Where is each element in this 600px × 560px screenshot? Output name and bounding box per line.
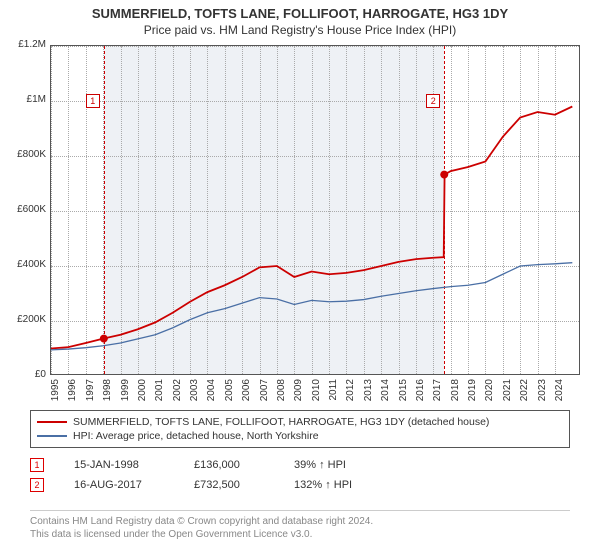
- plot-area: 12: [50, 45, 580, 375]
- legend-item: SUMMERFIELD, TOFTS LANE, FOLLIFOOT, HARR…: [37, 415, 563, 429]
- chart-title: SUMMERFIELD, TOFTS LANE, FOLLIFOOT, HARR…: [0, 0, 600, 21]
- footer-line: This data is licensed under the Open Gov…: [30, 528, 570, 541]
- tx-pct: 39% ↑ HPI: [294, 459, 414, 471]
- tx-pct: 132% ↑ HPI: [294, 479, 414, 491]
- tx-date: 15-JAN-1998: [74, 459, 194, 471]
- footer-line: Contains HM Land Registry data © Crown c…: [30, 515, 570, 528]
- chart-subtitle: Price paid vs. HM Land Registry's House …: [0, 21, 600, 41]
- tx-date: 16-AUG-2017: [74, 479, 194, 491]
- tx-price: £732,500: [194, 479, 294, 491]
- table-row: 1 15-JAN-1998 £136,000 39% ↑ HPI: [30, 455, 570, 475]
- legend: SUMMERFIELD, TOFTS LANE, FOLLIFOOT, HARR…: [30, 410, 570, 448]
- legend-label: SUMMERFIELD, TOFTS LANE, FOLLIFOOT, HARR…: [73, 416, 489, 428]
- footer: Contains HM Land Registry data © Crown c…: [30, 510, 570, 541]
- legend-swatch: [37, 435, 67, 437]
- legend-item: HPI: Average price, detached house, Nort…: [37, 429, 563, 443]
- tx-price: £136,000: [194, 459, 294, 471]
- tx-marker: 2: [30, 478, 44, 492]
- legend-swatch: [37, 421, 67, 423]
- transactions-table: 1 15-JAN-1998 £136,000 39% ↑ HPI 2 16-AU…: [30, 455, 570, 495]
- legend-label: HPI: Average price, detached house, Nort…: [73, 430, 319, 442]
- table-row: 2 16-AUG-2017 £732,500 132% ↑ HPI: [30, 475, 570, 495]
- chart-container: SUMMERFIELD, TOFTS LANE, FOLLIFOOT, HARR…: [0, 0, 600, 560]
- tx-marker: 1: [30, 458, 44, 472]
- plot-svg: [51, 46, 581, 376]
